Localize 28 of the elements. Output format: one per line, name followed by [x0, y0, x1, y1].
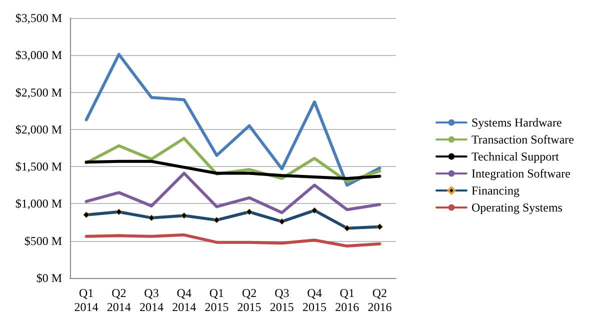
y-tick-label: $500 M [24, 234, 62, 248]
x-tick-label: Q3 2014 [140, 286, 164, 314]
y-tick-label: $0 M [36, 271, 62, 285]
line-series [84, 172, 382, 214]
x-tick-label: Q3 2015 [270, 286, 294, 314]
x-tick-label: Q4 2015 [302, 286, 326, 314]
y-tick-label: $1,500 M [15, 160, 62, 174]
line-series [84, 233, 382, 248]
y-tick-label: $2,500 M [15, 85, 62, 100]
legend-label: Technical Support [471, 150, 560, 164]
x-tick-label: Q2 2014 [106, 286, 131, 314]
line-series [84, 160, 382, 180]
y-tick-label: $2,000 M [15, 122, 62, 136]
x-tick-label: Q1 2016 [335, 286, 360, 314]
x-tick-label: Q1 2015 [204, 286, 229, 314]
y-tick-label: $3,500 M [15, 11, 62, 25]
legend-label: Transaction Software [471, 132, 574, 146]
x-tick-label: Q2 2015 [237, 286, 262, 314]
line-series [84, 52, 382, 187]
x-tick-label: Q4 2014 [172, 286, 196, 314]
legend-label: Systems Hardware [471, 116, 562, 130]
x-tick-label: Q1 2014 [74, 286, 98, 314]
legend-label: Integration Software [471, 166, 570, 180]
x-tick-label: Q2 2016 [368, 286, 392, 314]
y-tick-label: $1,000 M [15, 196, 62, 211]
y-tick-label: $3,000 M [15, 48, 62, 62]
legend-label: Operating Systems [471, 200, 563, 214]
legend-label: Financing [471, 184, 520, 198]
